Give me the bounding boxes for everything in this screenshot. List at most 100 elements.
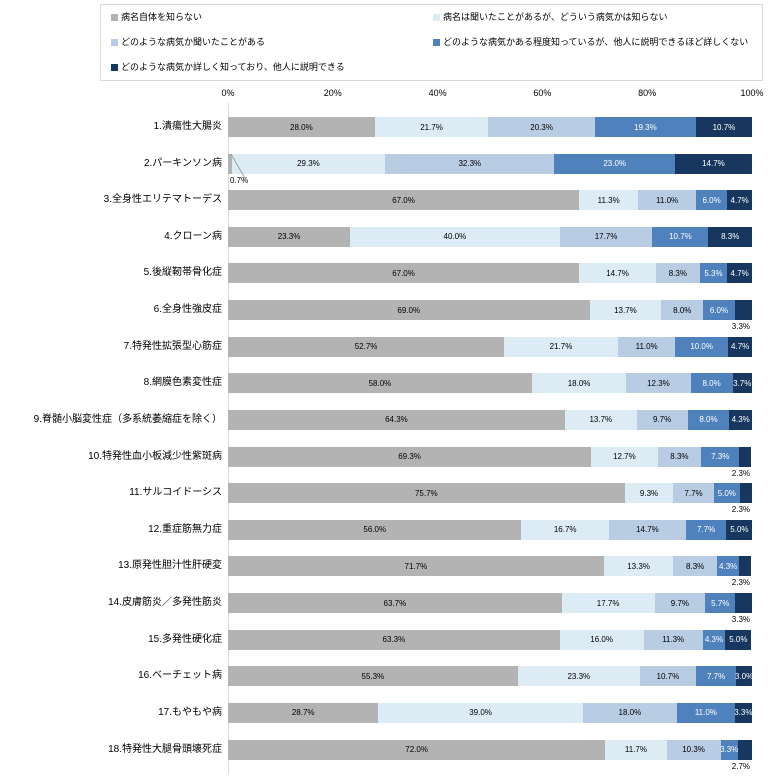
- category-label: 11.サルコイドーシス: [129, 487, 222, 499]
- legend-item: どのような病気か聞いたことがある: [111, 37, 265, 48]
- segment-value-label: 69.0%: [397, 305, 421, 315]
- bar-segment: 13.3%: [603, 556, 674, 577]
- category-label: 15.多発性硬化症: [148, 633, 222, 645]
- segment-value-label: 4.3%: [719, 561, 738, 571]
- segment-value-label: 5.0%: [730, 525, 749, 535]
- category-label: 16.ベーチェット病: [138, 670, 222, 682]
- segment-value-label: 13.7%: [589, 415, 613, 425]
- segment-value-label: 40.0%: [443, 232, 467, 242]
- bar-segment: [739, 446, 752, 467]
- segment-value-label: 67.0%: [392, 268, 415, 278]
- legend-item-label: どのような病気か聞いたことがある: [121, 37, 266, 47]
- category-label: 2.パーキンソン病: [143, 157, 222, 169]
- legend-item: どのような病気かある程度知っているが、他人に説明できるほど詳しくない: [433, 37, 748, 48]
- bar-segment: [739, 483, 752, 504]
- bar-segment: 5.0%: [726, 519, 753, 540]
- segment-value-label: 11.0%: [635, 342, 658, 352]
- legend-swatch-icon: [433, 39, 440, 46]
- bar-segment: 10.3%: [666, 739, 721, 760]
- category-label: 7.特発性拡張型心筋症: [123, 340, 222, 352]
- segment-value-label: 28.0%: [290, 122, 313, 132]
- segment-value-label: 11.0%: [694, 708, 717, 718]
- bar-segment: 17.7%: [561, 593, 655, 614]
- segment-value-label: 69.3%: [398, 452, 421, 462]
- bar-segment: 67.0%: [228, 190, 580, 211]
- segment-value-label: 63.7%: [383, 598, 407, 608]
- segment-value-label: 29.3%: [297, 159, 320, 169]
- bar-row: 67.0% 14.7% 8.3% 5.3% 4.7%: [228, 263, 752, 284]
- bar-segment: [735, 593, 753, 614]
- segment-value-label: 11.0%: [656, 195, 679, 205]
- segment-value-label: 56.0%: [363, 525, 387, 535]
- bar-segment: 16.7%: [521, 519, 609, 540]
- bar-segment: 69.0%: [228, 300, 590, 321]
- bar-segment: [228, 153, 232, 174]
- bar-segment: [739, 556, 752, 577]
- bar-segment: 7.3%: [701, 446, 740, 467]
- bar-row: 64.3% 13.7% 9.7% 8.0% 4.3%: [228, 409, 752, 430]
- segment-value-label: 5.3%: [704, 268, 723, 278]
- bar-segment: 8.0%: [687, 409, 730, 430]
- legend-swatch-icon: [111, 39, 118, 46]
- segment-value-label: 17.7%: [596, 598, 620, 608]
- bar-row: 52.7% 21.7% 11.0% 10.0% 4.7%: [228, 336, 753, 357]
- bar-row: 67.0% 11.3% 11.0% 6.0% 4.7%: [228, 190, 752, 211]
- category-label: 8.網膜色素変性症: [143, 377, 222, 389]
- bar-row: 72.0% 11.7% 10.3% 3.3%: [228, 739, 752, 760]
- bar-segment: 12.3%: [626, 373, 691, 394]
- bar-row: 28.0% 21.7% 20.3% 19.3% 10.7%: [228, 117, 752, 137]
- category-label: 5.後縦靭帯骨化症: [143, 267, 222, 279]
- bar-segment: 7.7%: [685, 519, 727, 540]
- segment-value-label: 7.7%: [697, 525, 716, 535]
- segment-value-label: 13.7%: [614, 305, 637, 315]
- segment-value-label: 9.7%: [652, 415, 672, 425]
- bar-segment: 20.3%: [488, 117, 595, 137]
- category-label: 3.全身性エリテマトーデス: [103, 194, 222, 206]
- bar-segment: 9.7%: [654, 593, 706, 614]
- bar-segment: 14.7%: [674, 153, 752, 174]
- bar-segment: 8.0%: [690, 373, 733, 394]
- segment-value-label: 64.3%: [385, 415, 408, 425]
- segment-value-label: 55.3%: [361, 671, 385, 681]
- bar-segment: 11.3%: [643, 629, 703, 650]
- category-label: 6.全身性強皮症: [153, 304, 222, 316]
- segment-value-label: 23.0%: [603, 159, 627, 169]
- segment-value-label: 8.0%: [702, 378, 721, 388]
- bar-segment: 28.0%: [228, 117, 375, 137]
- below-value-label: 2.3%: [731, 578, 750, 588]
- segment-value-label: 4.7%: [730, 195, 749, 205]
- segment-value-label: 5.7%: [711, 598, 730, 608]
- segment-value-label: 16.7%: [553, 525, 577, 535]
- segment-value-label: 10.7%: [712, 122, 736, 132]
- segment-value-label: 4.7%: [731, 342, 750, 352]
- bar-row: 55.3% 23.3% 10.7% 7.7% 3.0%: [228, 666, 753, 687]
- segment-value-label: 10.3%: [682, 745, 705, 755]
- bar-row: 29.3% 32.3% 23.0% 14.7%: [228, 153, 752, 174]
- segment-value-label: 13.3%: [627, 561, 650, 571]
- bar-segment: 4.3%: [702, 629, 726, 650]
- bar-segment: 32.3%: [385, 153, 555, 174]
- bar-segment: 8.3%: [673, 556, 717, 577]
- bar-segment: 11.0%: [638, 190, 696, 211]
- bar-segment: 72.0%: [228, 739, 606, 760]
- legend-item: 病名は聞いたことがあるが、どういう病気かは知らない: [433, 12, 667, 23]
- bar-segment: 4.7%: [727, 336, 753, 357]
- bar-segment: 63.3%: [228, 629, 560, 650]
- below-value-label: 3.3%: [731, 615, 750, 625]
- bar-row: 56.0% 16.7% 14.7% 7.7% 5.0%: [228, 519, 753, 540]
- bar-segment: 14.7%: [608, 519, 686, 540]
- segment-value-label: 8.3%: [686, 561, 705, 571]
- bar-segment: 16.0%: [559, 629, 644, 650]
- category-label: 1.潰瘍性大腸炎: [153, 121, 222, 132]
- legend-item-label: どのような病気かある程度知っているが、他人に説明できるほど詳しくない: [443, 37, 749, 47]
- y-axis-line: [228, 103, 229, 774]
- segment-value-label: 14.7%: [702, 159, 725, 169]
- below-value-label: 2.7%: [731, 761, 750, 771]
- bar-segment: 8.3%: [708, 226, 752, 247]
- bar-segment: 71.7%: [228, 556, 604, 577]
- segment-value-label: 58.0%: [368, 378, 392, 388]
- legend-item-label: どのような病気か詳しく知っており、他人に説明できる: [121, 62, 345, 72]
- bar-segment: 5.3%: [699, 263, 728, 284]
- bar-segment: 58.0%: [228, 373, 532, 394]
- x-axis-tick-label: 40%: [428, 88, 447, 98]
